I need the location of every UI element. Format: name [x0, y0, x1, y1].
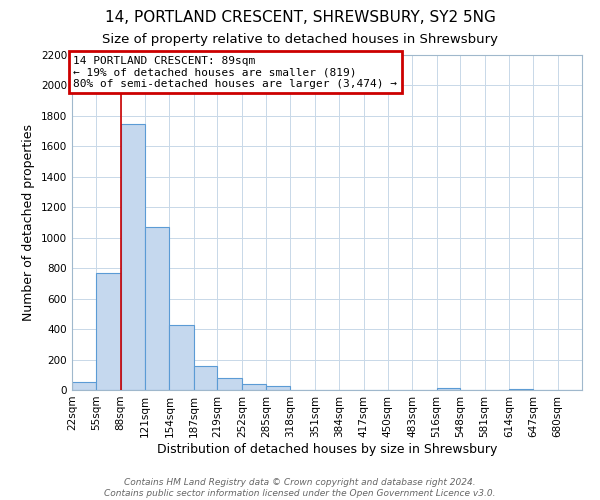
Bar	[72, 382, 97, 390]
X-axis label: Distribution of detached houses by size in Shrewsbury: Distribution of detached houses by size …	[157, 442, 497, 456]
Y-axis label: Number of detached properties: Number of detached properties	[22, 124, 35, 321]
Bar	[217, 378, 242, 390]
Bar	[121, 124, 145, 390]
Bar	[145, 227, 169, 390]
Bar	[266, 386, 290, 390]
Text: Contains HM Land Registry data © Crown copyright and database right 2024.
Contai: Contains HM Land Registry data © Crown c…	[104, 478, 496, 498]
Bar	[437, 388, 460, 390]
Bar	[97, 273, 121, 390]
Bar	[169, 324, 194, 390]
Bar	[242, 384, 266, 390]
Bar	[194, 366, 217, 390]
Text: Size of property relative to detached houses in Shrewsbury: Size of property relative to detached ho…	[102, 32, 498, 46]
Text: 14 PORTLAND CRESCENT: 89sqm
← 19% of detached houses are smaller (819)
80% of se: 14 PORTLAND CRESCENT: 89sqm ← 19% of det…	[73, 56, 397, 89]
Bar	[509, 389, 533, 390]
Text: 14, PORTLAND CRESCENT, SHREWSBURY, SY2 5NG: 14, PORTLAND CRESCENT, SHREWSBURY, SY2 5…	[104, 10, 496, 25]
